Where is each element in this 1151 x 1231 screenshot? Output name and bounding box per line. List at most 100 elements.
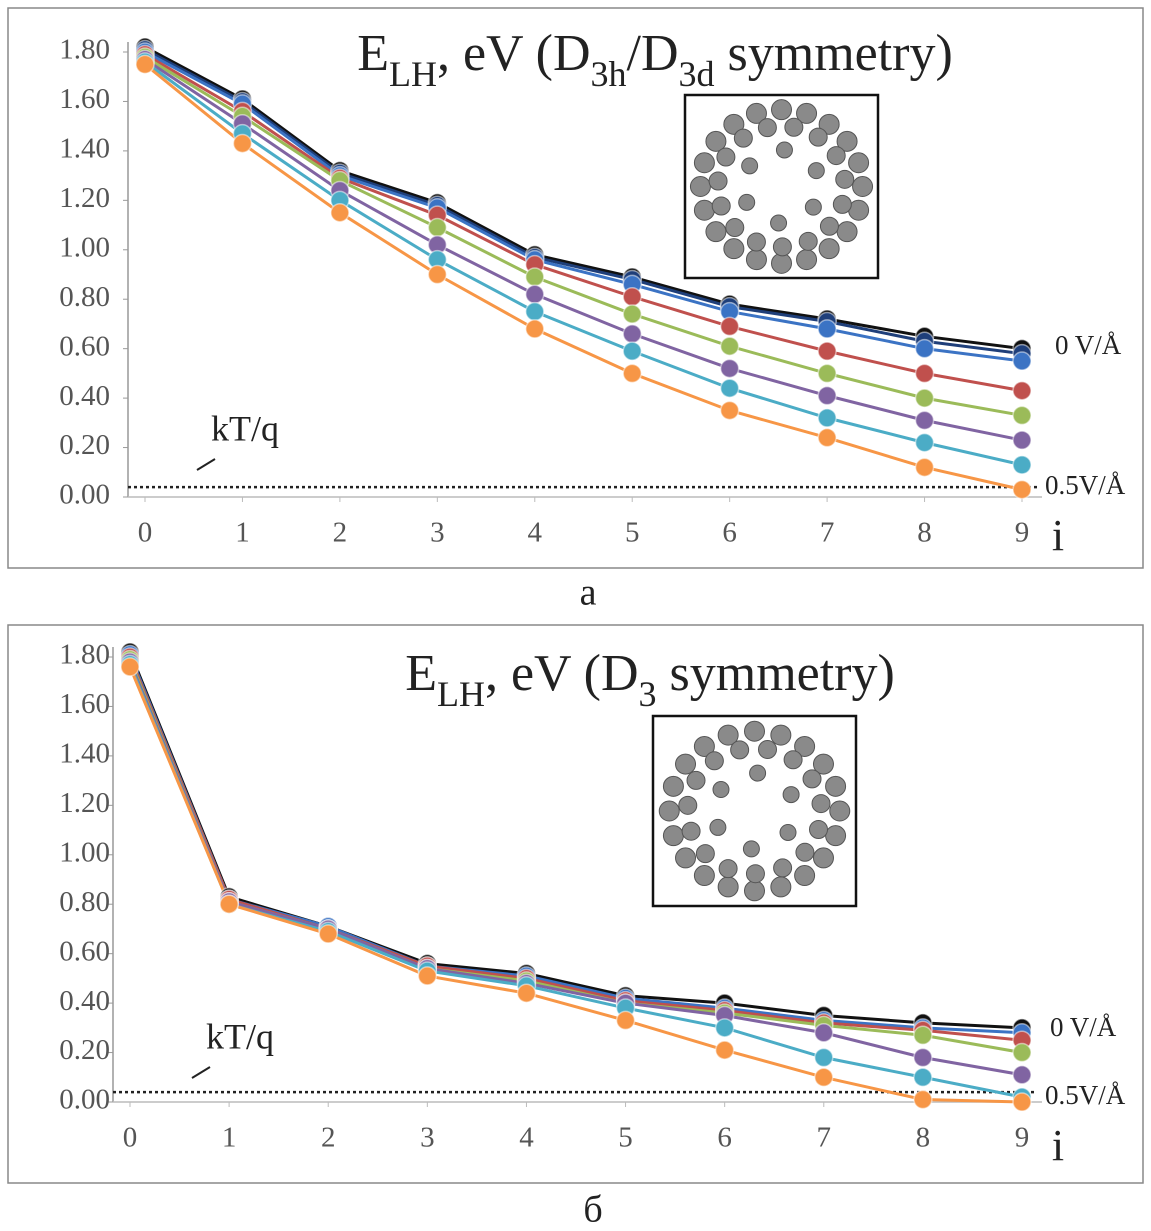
x-tick-label: 2 [321,1122,336,1154]
data-point [916,434,934,452]
caption: а [580,572,597,614]
atom [826,776,846,796]
x-tick-label: 8 [917,517,932,549]
atom [659,801,679,821]
data-point [721,359,739,377]
atom [743,841,759,857]
atom [746,250,766,270]
data-point [617,1011,635,1029]
atom [717,148,735,166]
atom [772,100,792,120]
field-label: 0.5V/Å [1045,470,1126,500]
atom [795,866,815,886]
atom [809,821,827,839]
data-point [1013,1044,1031,1062]
data-point [818,320,836,338]
reference-label: kT/q [211,408,279,448]
atom [808,163,824,179]
title-part: symmetry) [657,645,895,702]
title-part: , eV (D [437,25,591,82]
atom [694,153,714,173]
data-point [815,1049,833,1067]
atom [719,860,737,878]
atom [796,843,814,861]
reference-label: kT/q [206,1016,274,1056]
field-label: 0 V/Å [1050,1012,1117,1042]
data-point [721,317,739,335]
title-part: 3d [679,54,715,94]
data-point [916,364,934,382]
y-tick-label: 0.00 [59,479,110,511]
atom [853,177,873,197]
atom [726,219,744,237]
data-point [818,429,836,447]
atom [803,770,821,788]
x-tick-label: 5 [618,1122,633,1154]
atom [724,239,744,259]
data-point [815,1068,833,1086]
atom [676,754,696,774]
data-point [418,967,436,985]
y-tick-label: 1.40 [59,738,110,770]
data-point [517,984,535,1002]
atom [809,128,827,146]
atom [836,170,854,188]
data-point [623,305,641,323]
atom [718,877,738,897]
data-point [428,219,446,237]
y-tick-label: 1.60 [59,688,110,720]
title-part: LH [389,54,437,94]
atom [827,147,845,165]
atom [696,845,714,863]
x-axis-label: i [1052,511,1064,560]
x-tick-label: 7 [820,517,835,549]
atom [780,824,796,840]
atom [742,158,758,174]
data-point [716,1041,734,1059]
atom [690,177,710,197]
x-axis-label: i [1052,1121,1064,1170]
x-tick-label: 3 [430,517,445,549]
data-point [916,458,934,476]
title-part: E [357,25,389,82]
atom [830,801,850,821]
data-point [428,266,446,284]
figure: 0.000.200.400.600.801.001.201.401.601.80… [0,0,1151,1231]
atom [745,881,765,901]
atom [713,782,729,798]
atom [819,239,839,259]
atom [747,233,765,251]
data-point [1013,1093,1031,1111]
atom [734,129,752,147]
x-tick-label: 3 [420,1122,435,1154]
y-tick-label: 0.60 [59,330,110,362]
atom [771,725,791,745]
atom [826,826,846,846]
field-label: 0 V/Å [1055,330,1122,360]
data-point [1013,352,1031,370]
atom [712,197,730,215]
atom [709,172,727,190]
data-point [818,387,836,405]
atom [705,752,723,770]
data-point [331,204,349,222]
data-point [916,411,934,429]
atom [746,865,764,883]
atom [849,153,869,173]
data-point [916,389,934,407]
data-point [121,658,139,676]
atom [813,848,833,868]
atom [776,142,792,158]
x-tick-label: 0 [123,1122,138,1154]
data-point [319,925,337,943]
data-point [914,1091,932,1109]
data-point [623,325,641,343]
y-tick-label: 0.40 [59,985,110,1017]
atom [694,866,714,886]
atom [774,859,792,877]
atom [812,795,830,813]
chart: 0.000.200.400.600.801.001.201.401.601.80… [8,8,1143,568]
title-part: 3 [639,674,657,714]
y-tick-label: 1.20 [59,787,110,819]
title-part: 3h [591,54,627,94]
